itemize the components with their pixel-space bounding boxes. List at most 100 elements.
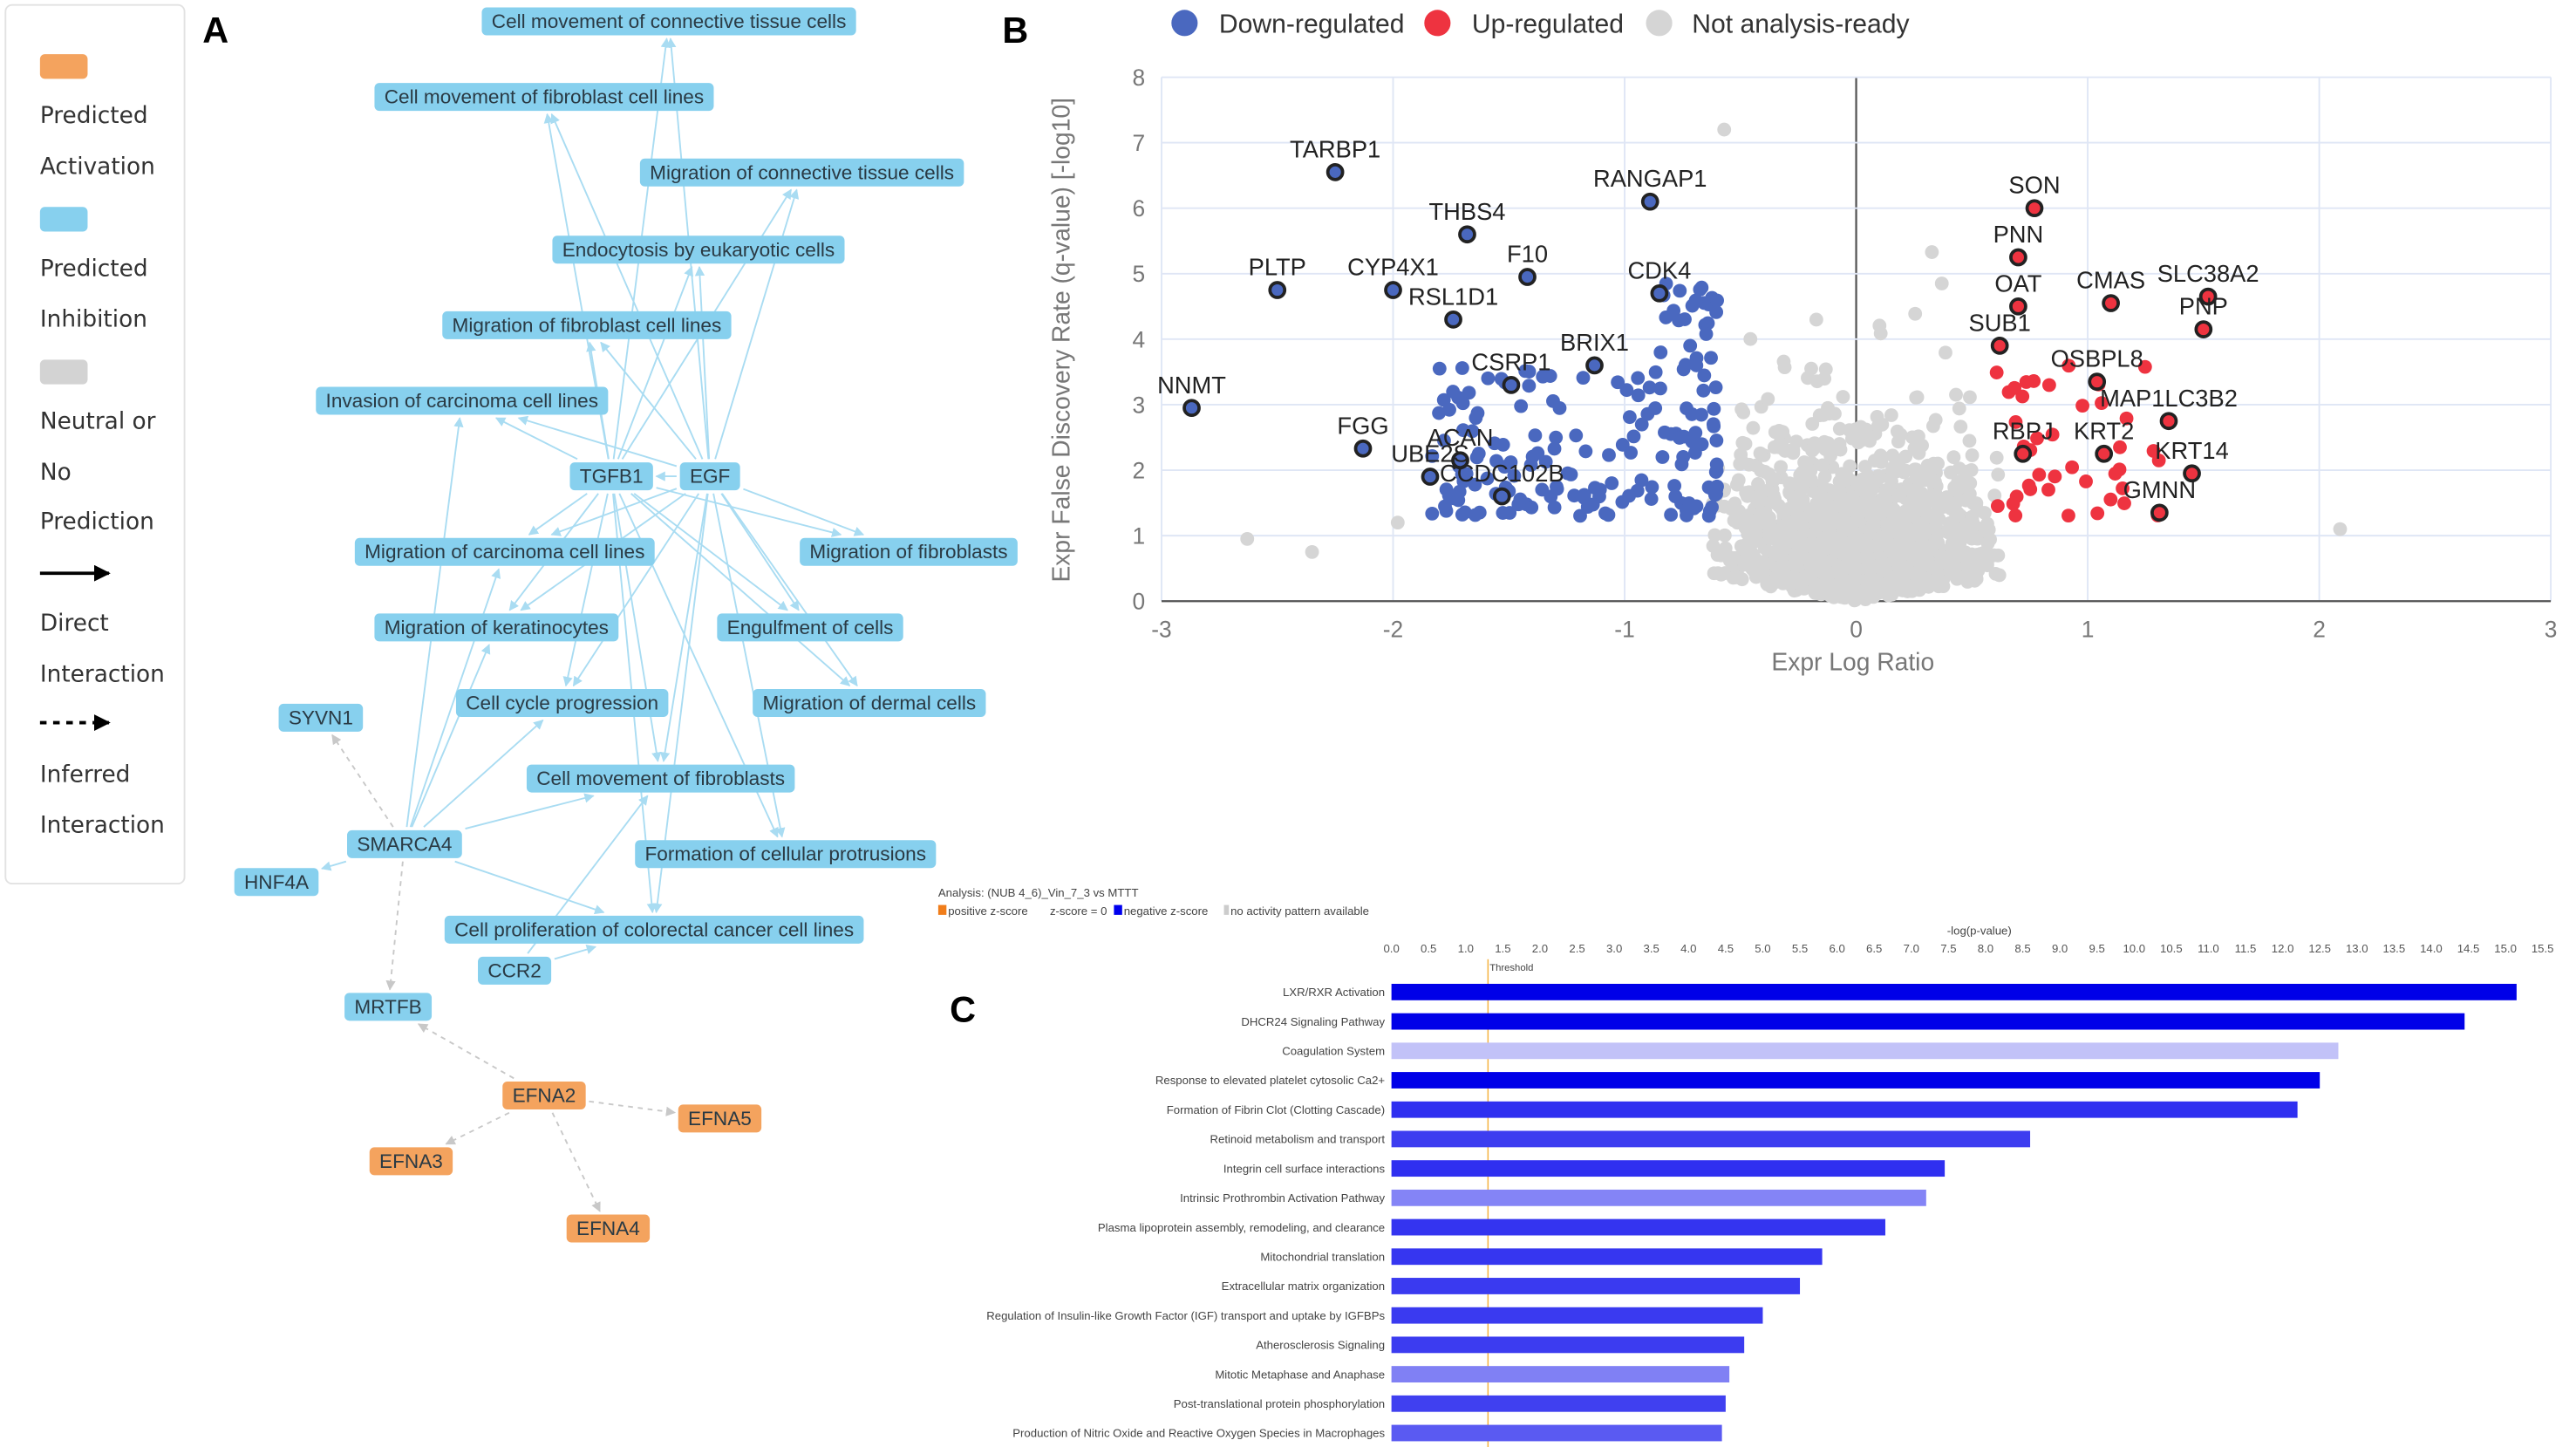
network-node[interactable]: EFNA4	[566, 1214, 651, 1243]
point-down-regulated	[1560, 466, 1575, 481]
bar[interactable]	[1391, 1278, 1801, 1294]
legend-text: Inhibition	[40, 307, 147, 333]
point-down-regulated	[1550, 481, 1564, 496]
point-not-ready	[1768, 492, 1782, 507]
point-not-ready	[1905, 566, 1919, 580]
point-not-ready	[1729, 477, 1744, 492]
network-node[interactable]: Engulfment of cells	[717, 613, 903, 642]
network-node[interactable]: Formation of cellular protrusions	[635, 840, 937, 869]
legend-dot-na	[1646, 10, 1673, 37]
network-node[interactable]: Cell proliferation of colorectal cancer …	[444, 915, 864, 944]
gene-label: CDK4	[1627, 256, 1691, 283]
point-not-ready	[1797, 539, 1812, 554]
point-not-ready	[1888, 465, 1903, 479]
bar[interactable]	[1391, 1424, 1722, 1442]
node-label: Migration of dermal cells	[762, 692, 976, 713]
labeled-point	[2183, 464, 2201, 483]
direct-edge	[721, 493, 858, 687]
network-node[interactable]: EFNA3	[369, 1147, 453, 1176]
bar-label: Response to elevated platelet cytosolic …	[1155, 1074, 1386, 1087]
point-down-regulated	[1547, 500, 1562, 515]
point-down-regulated	[1648, 365, 1663, 379]
point-up-regulated	[2061, 508, 2075, 523]
x-tick-label: -2	[1383, 617, 1403, 643]
node-box	[552, 235, 845, 264]
node-box	[316, 386, 609, 415]
network-node[interactable]: Migration of dermal cells	[753, 688, 986, 717]
labeled-point	[2095, 444, 2114, 463]
node-label: EGF	[690, 466, 730, 488]
gene-label: MAP1LC3B2	[2100, 385, 2238, 412]
network-node[interactable]: Invasion of carcinoma cell lines	[316, 386, 609, 415]
legend-swatch-negative	[1114, 904, 1122, 915]
point-not-ready	[1893, 488, 1907, 503]
network-node[interactable]: EGF	[679, 462, 740, 491]
network-node[interactable]: SYVN1	[278, 703, 364, 732]
bar[interactable]	[1391, 1248, 1823, 1266]
point-not-ready	[1882, 534, 1897, 549]
bar-label: Coagulation System	[1282, 1045, 1385, 1058]
network-node[interactable]: Migration of fibroblast cell lines	[442, 311, 732, 339]
bar[interactable]	[1391, 1336, 1745, 1354]
labeled-point	[1384, 281, 1402, 299]
network-node[interactable]: Cell movement of connective tissue cells	[481, 7, 856, 36]
volcano-plot: Down-regulated Up-regulated Not analysis…	[1047, 10, 2557, 675]
network-node[interactable]: Migration of keratinocytes	[374, 613, 619, 642]
bar[interactable]	[1391, 1072, 2320, 1089]
network-node[interactable]: TGFB1	[569, 462, 653, 491]
network-node[interactable]: HNF4A	[234, 868, 319, 897]
network-node[interactable]: Migration of connective tissue cells	[639, 158, 964, 187]
bar[interactable]	[1391, 1366, 1730, 1382]
gene-label: TARBP1	[1290, 135, 1380, 162]
point-not-ready	[1813, 505, 1828, 520]
network-node[interactable]: EFNA2	[502, 1082, 586, 1110]
network-node[interactable]: Cell cycle progression	[455, 688, 669, 717]
bar[interactable]	[1391, 983, 2517, 1000]
bar[interactable]	[1391, 1013, 2465, 1030]
labeled-point	[1458, 225, 1476, 244]
bar[interactable]	[1391, 1307, 1763, 1324]
point-not-ready	[1963, 573, 1977, 587]
point-down-regulated	[1634, 417, 1649, 432]
node-label: MRTFB	[354, 996, 421, 1018]
point-up-regulated	[2095, 396, 2109, 411]
node-label: Cell movement of connective tissue cells	[492, 10, 847, 32]
network-node[interactable]: Migration of carcinoma cell lines	[354, 537, 655, 566]
bar[interactable]	[1391, 1101, 2298, 1118]
point-down-regulated	[1535, 482, 1550, 497]
bar[interactable]	[1391, 1395, 1726, 1412]
node-box	[526, 764, 795, 793]
y-tick-label: 0	[1132, 589, 1145, 615]
bar[interactable]	[1391, 1042, 2339, 1060]
y-axis-title: Expr False Discovery Rate (q-value) [-lo…	[1047, 98, 1075, 582]
network-node[interactable]: Cell movement of fibroblast cell lines	[374, 83, 714, 112]
volcano-legend: Down-regulated Up-regulated Not analysis…	[1171, 10, 1910, 39]
network-node[interactable]: Endocytosis by eukaryotic cells	[552, 235, 845, 264]
point-down-regulated	[1704, 351, 1718, 365]
bar[interactable]	[1391, 1218, 1885, 1236]
network-node[interactable]: CCR2	[478, 956, 552, 985]
network-node[interactable]: Migration of fibroblasts	[800, 537, 1018, 566]
inferred-edge	[445, 1111, 510, 1145]
legend-text: Predicted	[40, 256, 148, 282]
network-node[interactable]: EFNA5	[678, 1104, 762, 1133]
bar-row: Formation of Fibrin Clot (Clotting Casca…	[1167, 1101, 2298, 1118]
network-node[interactable]: Cell movement of fibroblasts	[526, 764, 795, 793]
network-node[interactable]: MRTFB	[344, 993, 433, 1021]
point-not-ready	[1953, 420, 1968, 434]
network-node[interactable]: SMARCA4	[347, 829, 462, 858]
point-down-regulated	[1622, 410, 1637, 425]
point-not-ready	[1776, 354, 1791, 369]
point-down-regulated	[1496, 506, 1510, 521]
labeled-point	[1990, 337, 2009, 355]
direct-edge	[528, 493, 588, 536]
point-up-regulated	[2079, 474, 2093, 488]
bar[interactable]	[1391, 1160, 1946, 1177]
x-tick-label: 6.0	[1829, 942, 1844, 955]
bar[interactable]	[1391, 1189, 1926, 1206]
node-label: CCR2	[487, 959, 541, 981]
bar[interactable]	[1391, 1130, 2031, 1148]
point-not-ready	[1905, 584, 1919, 598]
node-box	[369, 1147, 453, 1176]
